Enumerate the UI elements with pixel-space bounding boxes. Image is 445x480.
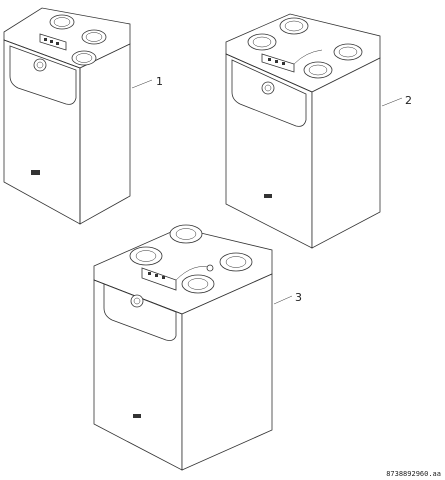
unit-3-callout-label: 3 <box>295 291 302 304</box>
unit-1-logo-icon <box>31 170 40 175</box>
unit-2-port-a <box>279 17 309 35</box>
unit-3-leader-line <box>273 295 293 305</box>
unit-1-port-a <box>49 14 75 30</box>
unit-2-side <box>311 57 381 249</box>
unit-3-logo-icon <box>133 414 141 418</box>
unit-2 <box>225 13 403 249</box>
unit-1-leader-line <box>131 79 153 89</box>
unit-2-logo-icon <box>264 194 272 198</box>
unit-3-connector <box>206 264 214 272</box>
reference-code: 8738892960.aa <box>386 470 441 478</box>
unit-3-lock-icon <box>130 294 144 308</box>
unit-2-leader-line <box>381 97 403 107</box>
unit-3-side <box>181 273 273 471</box>
unit-3-port-d <box>181 274 215 294</box>
unit-2-port-d <box>303 61 333 79</box>
unit-1-port-b <box>81 29 107 45</box>
unit-1-port-c <box>71 50 97 66</box>
unit-1-lock-icon <box>33 58 47 72</box>
unit-3-front-panel <box>103 283 177 341</box>
unit-1-callout-label: 1 <box>156 75 163 88</box>
unit-1-front-panel <box>9 45 77 105</box>
unit-2-port-c <box>333 43 363 61</box>
unit-2-callout-label: 2 <box>405 94 412 107</box>
unit-2-cable <box>293 49 323 65</box>
unit-3-port-b <box>129 246 163 266</box>
unit-1 <box>3 7 153 225</box>
unit-3-port-c <box>219 252 253 272</box>
unit-2-port-b <box>247 33 277 51</box>
unit-3 <box>93 224 293 471</box>
unit-2-lock-icon <box>261 81 275 95</box>
unit-1-side <box>79 43 131 225</box>
unit-3-port-a <box>169 224 203 244</box>
